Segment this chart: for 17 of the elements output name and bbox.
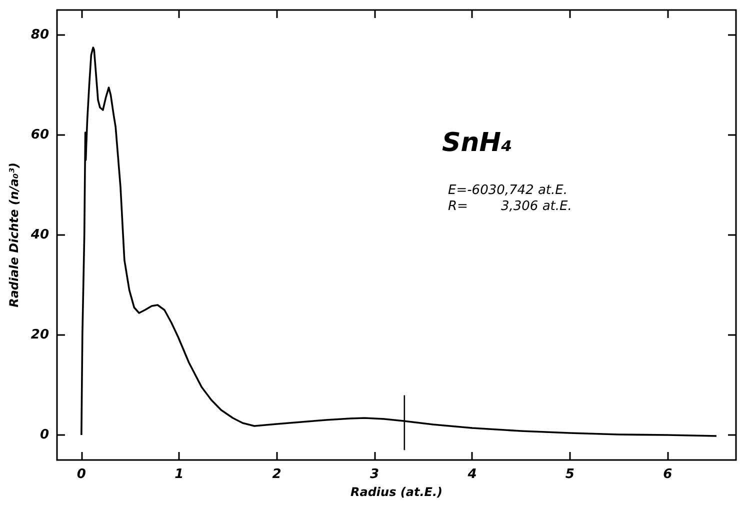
y-tick-label: 80 — [30, 28, 49, 42]
x-tick-label: 5 — [565, 467, 574, 482]
y-tick-label: 0 — [40, 428, 49, 442]
x-tick-label: 3 — [370, 467, 380, 482]
annotation: R= 3,306 at.E. — [448, 199, 572, 214]
y-tick-label: 20 — [30, 328, 49, 342]
y-tick-label: 40 — [30, 228, 49, 242]
x-tick-label: 1 — [174, 467, 184, 482]
y-axis-title: Radiale Dichte (n/a₀³) — [7, 162, 21, 308]
annotation: SnH₄ — [442, 128, 512, 158]
x-tick-label: 6 — [663, 467, 672, 482]
x-axis-title: Radius (at.E.) — [350, 484, 443, 499]
y-tick-label: 60 — [30, 128, 49, 142]
x-tick-label: 4 — [466, 467, 477, 482]
annotation: E=-6030,742 at.E. — [448, 183, 568, 198]
x-tick-label: 0 — [76, 467, 86, 482]
x-tick-label: 2 — [272, 467, 282, 482]
